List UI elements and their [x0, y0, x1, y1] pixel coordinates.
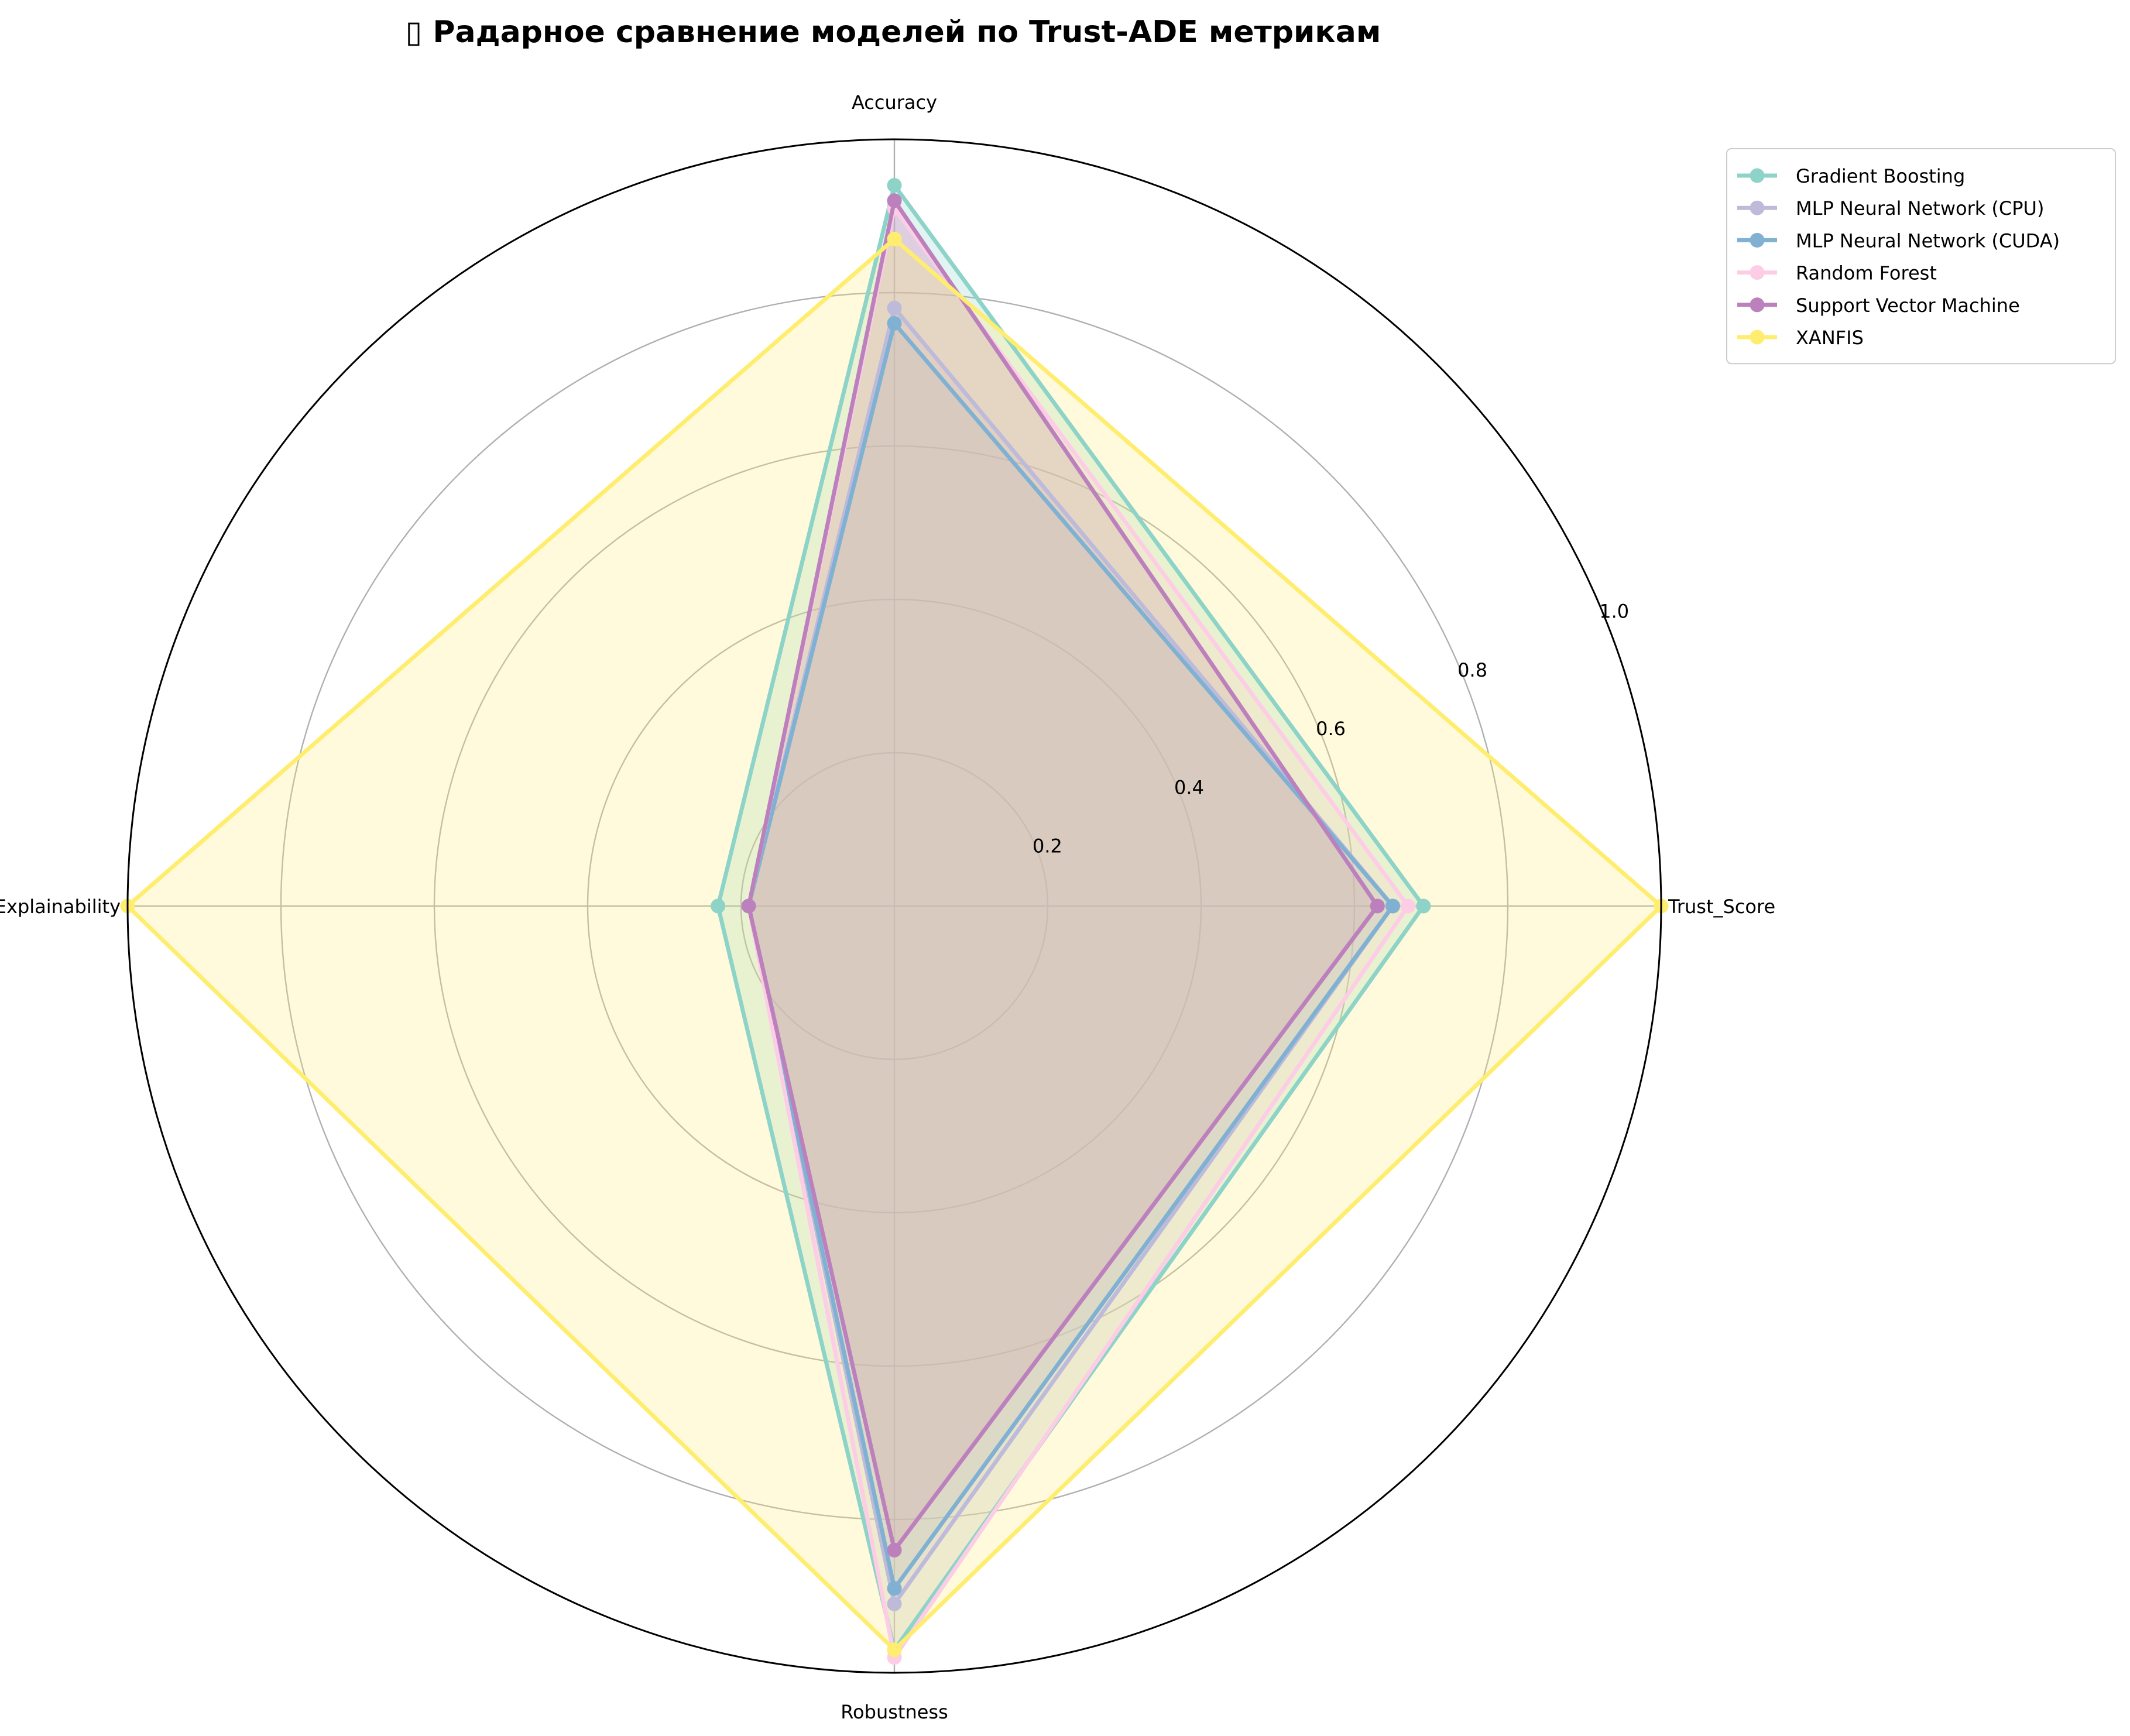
radial-tick-label: 1.0 — [1599, 601, 1629, 623]
series-point-2-0 — [1385, 898, 1400, 914]
series-point-2-3 — [887, 1581, 902, 1596]
legend-entry-label: Support Vector Machine — [1796, 294, 2020, 317]
polar-outline — [126, 138, 1662, 1674]
legend-swatch-marker — [1750, 168, 1765, 183]
legend-entry-label: MLP Neural Network (CPU) — [1796, 197, 2044, 219]
series-point-0-0 — [1416, 898, 1431, 914]
legend: Gradient Boosting MLP Neural Network (CPU… — [1726, 148, 2116, 365]
series-point-0-1 — [887, 178, 902, 193]
axis-label-trust-score: Trust_Score — [1668, 896, 1775, 918]
axis-label-accuracy: Accuracy — [852, 91, 937, 114]
series-point-5-3 — [887, 1642, 902, 1658]
series-point-4-0 — [1370, 898, 1385, 914]
legend-swatch-marker — [1750, 232, 1765, 248]
series-fills — [128, 185, 1661, 1658]
legend-entry-label: MLP Neural Network (CUDA) — [1796, 229, 2060, 252]
polar-grid — [128, 139, 1661, 1673]
series-lines — [120, 178, 1669, 1665]
series-point-4-2 — [741, 898, 756, 914]
legend-entry-label: Gradient Boosting — [1796, 165, 1965, 187]
series-fill-3 — [749, 208, 1408, 1658]
series-point-2-1 — [887, 315, 902, 331]
series-fill-0 — [718, 185, 1424, 1650]
series-fill-2 — [749, 323, 1393, 1589]
series-point-4-1 — [887, 193, 902, 208]
legend-swatch-marker — [1750, 297, 1765, 313]
radial-tick-label: 0.4 — [1174, 776, 1204, 798]
legend-frame — [1726, 148, 2116, 365]
axis-labels: 0.2 0.4 0.6 0.8 1.0 Trust_Score Accuracy Explai… — [0, 91, 1775, 1723]
legend-swatch-marker — [1750, 330, 1765, 345]
series-point-1-3 — [887, 1596, 902, 1611]
axis-label-explainability: Explainability — [0, 896, 121, 918]
series-fill-5 — [128, 239, 1661, 1650]
series-point-4-3 — [887, 1542, 902, 1557]
radial-tick-label: 0.8 — [1457, 659, 1487, 681]
axis-label-robustness: Robustness — [841, 1701, 948, 1723]
legend-entry-label: XANFIS — [1796, 327, 1864, 349]
series-point-0-2 — [711, 898, 726, 914]
series-fill-4 — [749, 200, 1378, 1550]
series-fill-1 — [749, 308, 1393, 1604]
series-point-1-1 — [887, 300, 902, 315]
legend-entry-label: Random Forest — [1796, 262, 1937, 284]
series-point-5-1 — [887, 231, 902, 246]
radial-tick-label: 0.2 — [1033, 835, 1062, 857]
legend-swatch-marker — [1750, 265, 1765, 280]
legend-swatch-marker — [1750, 200, 1765, 215]
series-point-3-0 — [1401, 898, 1416, 914]
polar-frame — [126, 138, 1662, 1674]
radial-tick-label: 0.6 — [1316, 718, 1346, 740]
chart-title: ▯ Радарное сравнение моделей по Trust-AD… — [406, 15, 1381, 50]
